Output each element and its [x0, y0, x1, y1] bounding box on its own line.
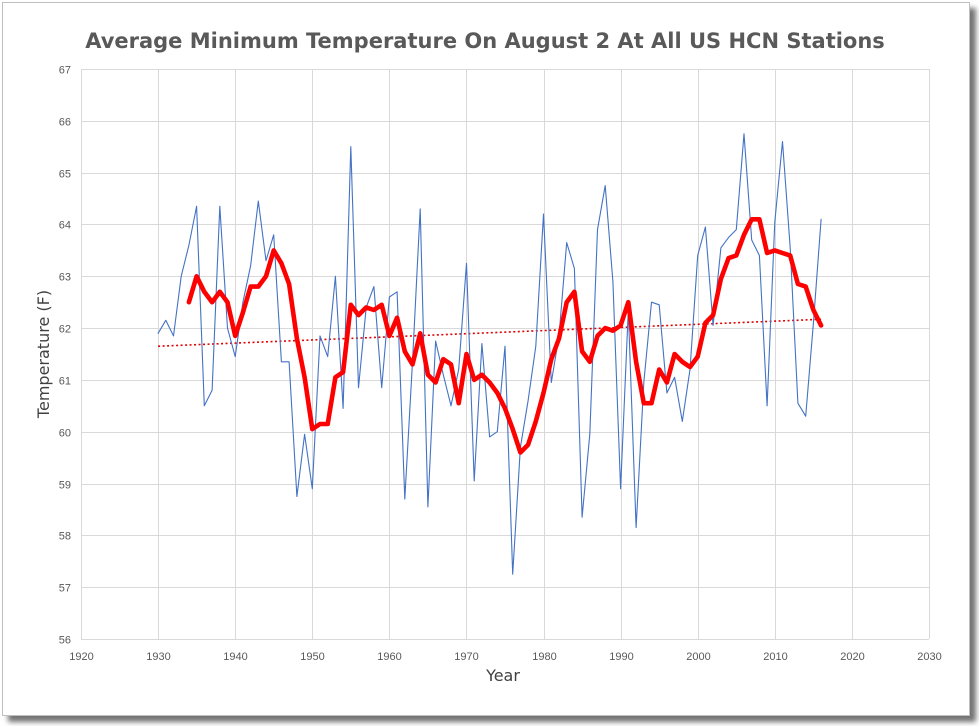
x-tick-label: 1930: [146, 651, 170, 663]
chart-canvas: Average Minimum Temperature On August 2 …: [34, 29, 942, 685]
y-tick-label: 57: [59, 583, 71, 595]
x-tick-label: 1940: [223, 651, 247, 663]
x-tick-label: 1960: [377, 651, 401, 663]
y-tick-label: 56: [59, 635, 71, 647]
y-tick-label: 60: [59, 428, 71, 440]
x-tick-label: 2020: [840, 651, 864, 663]
x-tick-label: 2000: [686, 651, 710, 663]
data-series: [157, 133, 824, 575]
trendline: [158, 318, 822, 348]
y-tick-label: 67: [59, 65, 71, 77]
chart-title: Average Minimum Temperature On August 2 …: [85, 29, 885, 53]
x-tick-label: 1950: [300, 651, 324, 663]
daily-series-line: [157, 133, 822, 575]
x-tick-label: 1990: [609, 651, 633, 663]
x-tick-label: 1980: [532, 651, 556, 663]
smoothed-series-line: [186, 217, 824, 455]
x-tick-label: 2010: [763, 651, 787, 663]
y-axis-ticks: 56 57 58 59 60 61 62 63 64 65 66 67: [59, 65, 71, 647]
chart-frame: Average Minimum Temperature On August 2 …: [2, 2, 970, 716]
x-tick-label: 1970: [454, 651, 478, 663]
y-tick-label: 66: [59, 117, 71, 129]
x-axis-ticks: 1920 1930 1940 1950 1960 1970 1980 1990 2000 2010…: [69, 651, 941, 663]
y-tick-label: 64: [59, 220, 71, 232]
y-tick-label: 65: [59, 169, 71, 181]
y-tick-label: 63: [59, 272, 71, 284]
x-tick-label: 2030: [917, 651, 941, 663]
x-axis-title: Year: [485, 666, 520, 685]
y-tick-label: 62: [59, 324, 71, 336]
y-tick-label: 61: [59, 376, 71, 388]
y-tick-label: 58: [59, 531, 71, 543]
x-tick-label: 1920: [69, 651, 93, 663]
y-axis-title: Temperature (F): [34, 290, 53, 419]
y-tick-label: 59: [59, 480, 71, 492]
